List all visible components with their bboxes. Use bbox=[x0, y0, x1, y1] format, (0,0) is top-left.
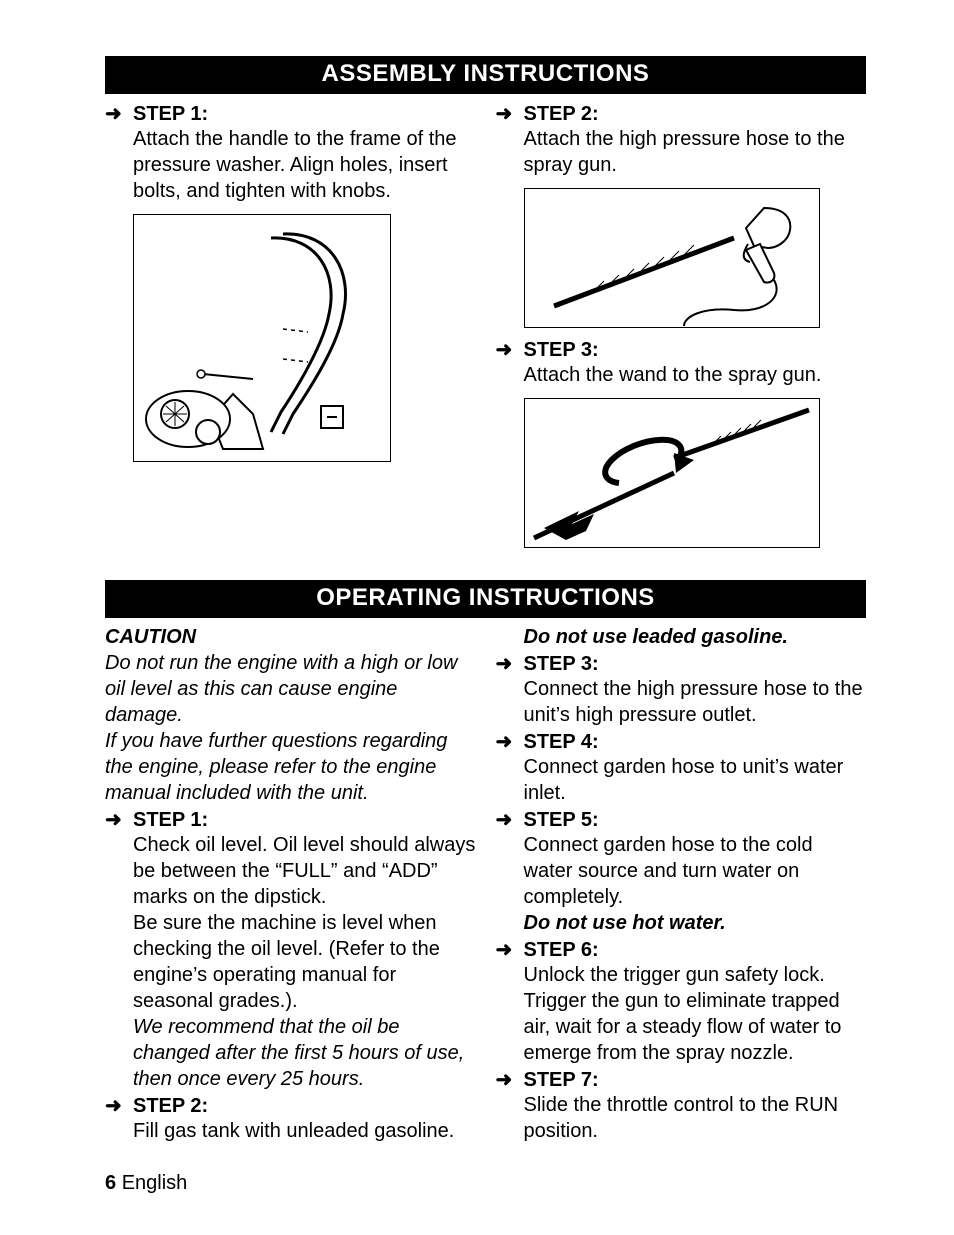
arrow-icon: ➜ bbox=[105, 102, 123, 126]
operating-step1-label: STEP 1: bbox=[133, 808, 208, 832]
assembly-step3-body: Attach the wand to the spray gun. bbox=[524, 362, 867, 388]
leaded-gas-note: Do not use leaded gasoline. bbox=[524, 624, 867, 650]
operating-step2-label: STEP 2: bbox=[133, 1094, 208, 1118]
operating-step1-note: We recommend that the oil be changed aft… bbox=[133, 1014, 476, 1092]
operating-step6-body: Unlock the trigger gun safety lock. Trig… bbox=[524, 962, 867, 1066]
assembly-step1-body: Attach the handle to the frame of the pr… bbox=[133, 126, 476, 204]
arrow-icon: ➜ bbox=[496, 1068, 514, 1092]
caution-title: CAUTION bbox=[105, 624, 476, 650]
operating-step5-label: STEP 5: bbox=[524, 808, 599, 832]
operating-step7-label: STEP 7: bbox=[524, 1068, 599, 1092]
operating-step1-body2: Be sure the machine is level when checki… bbox=[133, 910, 476, 1014]
operating-step3-row: ➜ STEP 3: bbox=[496, 652, 867, 676]
arrow-icon: ➜ bbox=[105, 1094, 123, 1118]
assembly-step1-label: STEP 1: bbox=[133, 102, 208, 126]
operating-step2-body: Fill gas tank with unleaded gasoline. bbox=[133, 1118, 476, 1144]
figure-handle bbox=[133, 214, 476, 462]
operating-columns: CAUTION Do not run the engine with a hig… bbox=[105, 624, 866, 1144]
assembly-step2-body: Attach the high pressure hose to the spr… bbox=[524, 126, 867, 178]
operating-step7-body: Slide the throttle control to the RUN po… bbox=[524, 1092, 867, 1144]
arrow-icon: ➜ bbox=[496, 338, 514, 362]
assembly-section-header: ASSEMBLY INSTRUCTIONS bbox=[105, 56, 866, 94]
manual-page: ASSEMBLY INSTRUCTIONS ➜ STEP 1: Attach t… bbox=[0, 0, 954, 1235]
operating-step7-row: ➜ STEP 7: bbox=[496, 1068, 867, 1092]
operating-step1-row: ➜ STEP 1: bbox=[105, 808, 476, 832]
hot-water-note: Do not use hot water. bbox=[524, 910, 867, 936]
assembly-step1-row: ➜ STEP 1: bbox=[105, 102, 476, 126]
arrow-icon: ➜ bbox=[496, 938, 514, 962]
arrow-icon: ➜ bbox=[496, 652, 514, 676]
operating-step1-body1: Check oil level. Oil level should always… bbox=[133, 832, 476, 910]
assembly-left-col: ➜ STEP 1: Attach the handle to the frame… bbox=[105, 100, 476, 558]
assembly-step3-label: STEP 3: bbox=[524, 338, 599, 362]
page-footer: 6 English bbox=[105, 1172, 187, 1195]
caution-body-2: If you have further questions regarding … bbox=[105, 728, 476, 806]
spacer bbox=[105, 558, 866, 580]
operating-section-header: OPERATING INSTRUCTIONS bbox=[105, 580, 866, 618]
arrow-icon: ➜ bbox=[496, 808, 514, 832]
operating-step6-label: STEP 6: bbox=[524, 938, 599, 962]
figure-wand bbox=[524, 398, 867, 548]
assembly-right-col: ➜ STEP 2: Attach the high pressure hose … bbox=[496, 100, 867, 558]
figure-spraygun bbox=[524, 188, 867, 328]
operating-step5-row: ➜ STEP 5: bbox=[496, 808, 867, 832]
arrow-icon: ➜ bbox=[105, 808, 123, 832]
operating-left-col: CAUTION Do not run the engine with a hig… bbox=[105, 624, 476, 1144]
page-number: 6 bbox=[105, 1172, 116, 1194]
operating-step3-body: Connect the high pressure hose to the un… bbox=[524, 676, 867, 728]
assembly-step3-row: ➜ STEP 3: bbox=[496, 338, 867, 362]
assembly-step2-label: STEP 2: bbox=[524, 102, 599, 126]
assembly-columns: ➜ STEP 1: Attach the handle to the frame… bbox=[105, 100, 866, 558]
operating-right-col: Do not use leaded gasoline. ➜ STEP 3: Co… bbox=[496, 624, 867, 1144]
operating-step4-row: ➜ STEP 4: bbox=[496, 730, 867, 754]
caution-body-1: Do not run the engine with a high or low… bbox=[105, 650, 476, 728]
operating-step4-body: Connect garden hose to unit’s water inle… bbox=[524, 754, 867, 806]
operating-step2-row: ➜ STEP 2: bbox=[105, 1094, 476, 1118]
page-language-text: English bbox=[122, 1172, 188, 1194]
operating-step5-body: Connect garden hose to the cold water so… bbox=[524, 832, 867, 910]
arrow-icon: ➜ bbox=[496, 102, 514, 126]
assembly-step2-row: ➜ STEP 2: bbox=[496, 102, 867, 126]
operating-step6-row: ➜ STEP 6: bbox=[496, 938, 867, 962]
operating-step3-label: STEP 3: bbox=[524, 652, 599, 676]
arrow-icon: ➜ bbox=[496, 730, 514, 754]
operating-step4-label: STEP 4: bbox=[524, 730, 599, 754]
